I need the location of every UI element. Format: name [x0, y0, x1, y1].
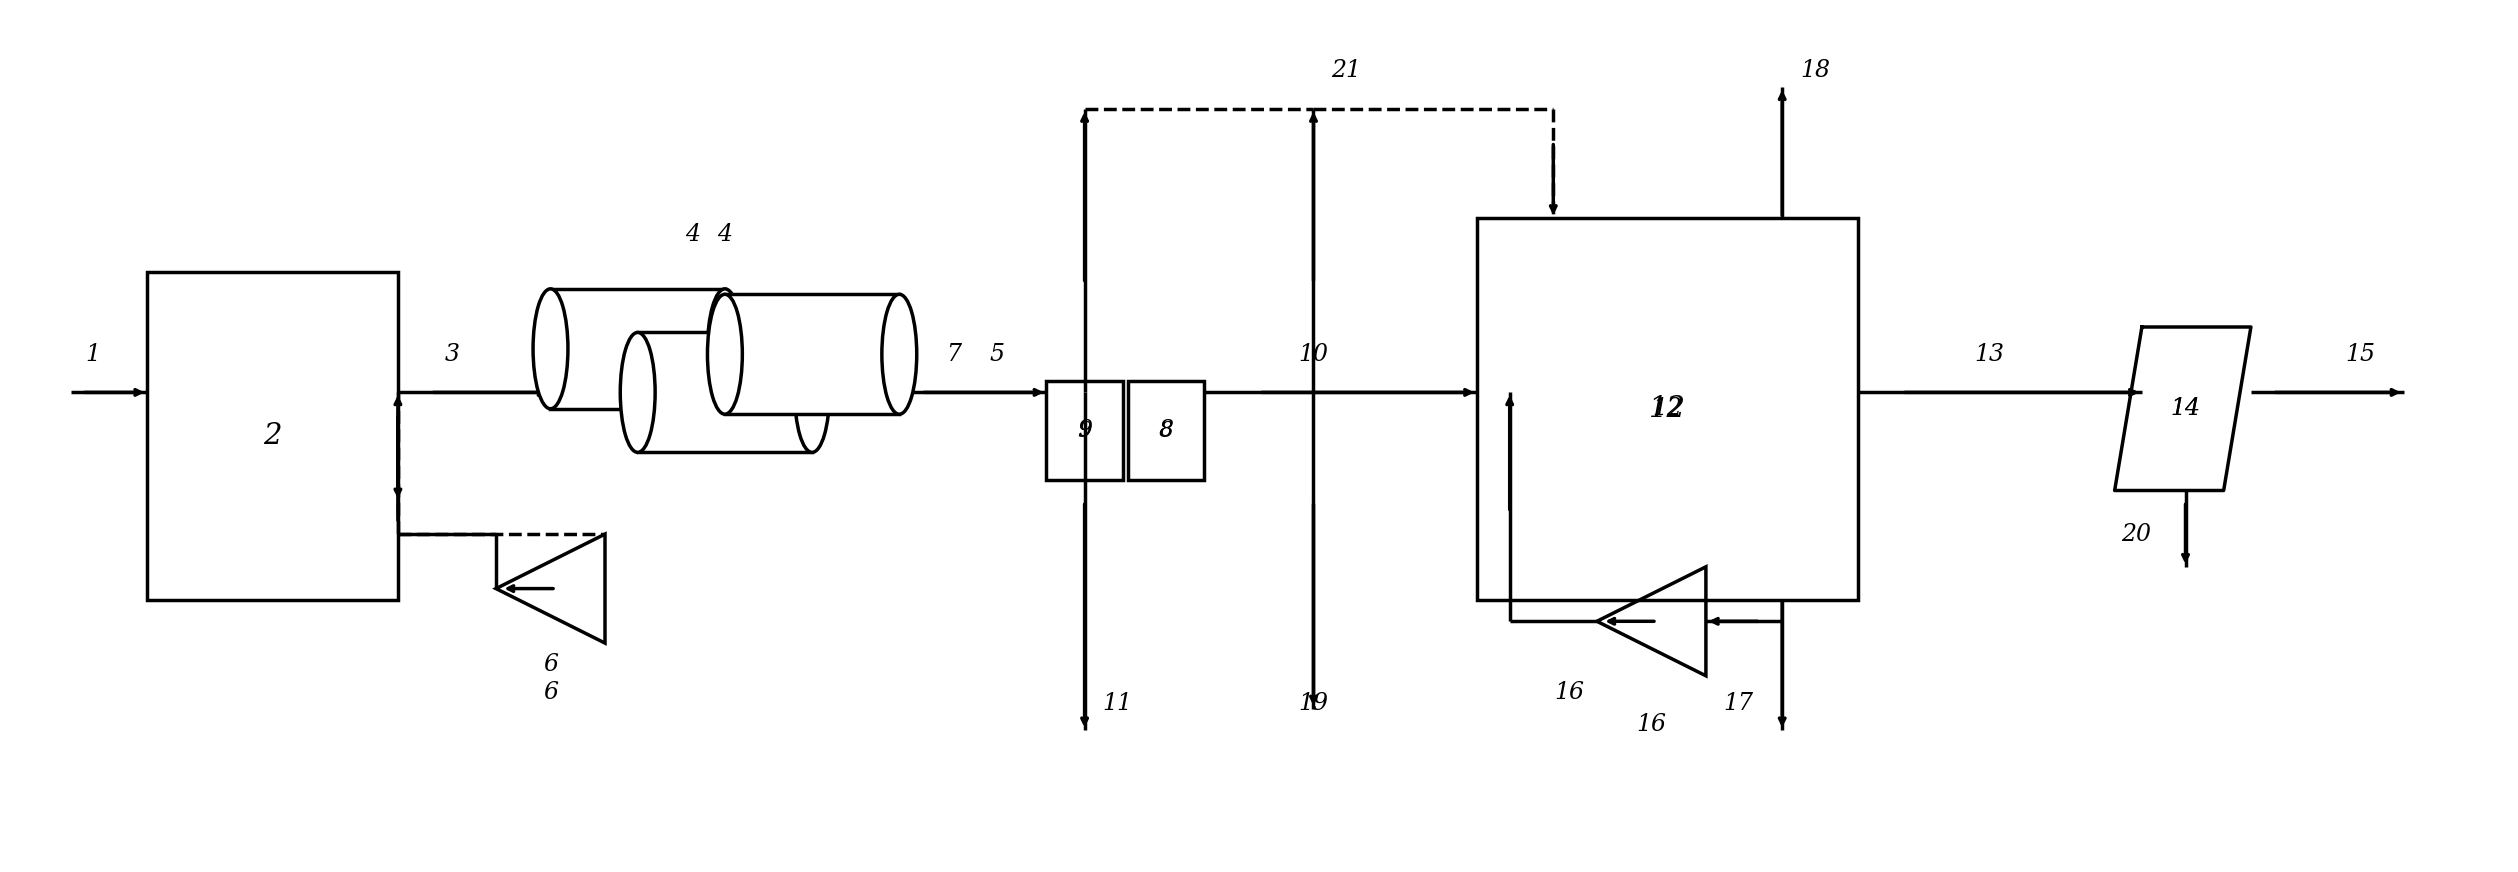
Text: 8: 8 [1161, 421, 1173, 440]
Ellipse shape [796, 332, 828, 453]
Text: 6: 6 [544, 681, 559, 704]
Text: 20: 20 [2123, 522, 2150, 546]
Text: 14: 14 [2171, 398, 2201, 420]
Bar [1128, 382, 1204, 480]
Bar [1047, 382, 1123, 480]
Text: 5: 5 [990, 343, 1005, 365]
Text: 17: 17 [1725, 691, 1753, 714]
Text: 9: 9 [1078, 419, 1093, 442]
Ellipse shape [534, 289, 569, 409]
Text: 1: 1 [86, 343, 101, 365]
Bar [551, 289, 725, 409]
Bar [637, 332, 813, 453]
Text: 8: 8 [1158, 419, 1173, 442]
Text: 19: 19 [1299, 691, 1330, 714]
Ellipse shape [881, 294, 917, 414]
Text: 7: 7 [947, 343, 962, 365]
Text: 6: 6 [544, 653, 559, 677]
Text: 11: 11 [1103, 691, 1133, 714]
Text: 12: 12 [1649, 395, 1687, 423]
Text: 12: 12 [1652, 398, 1682, 420]
Ellipse shape [708, 289, 743, 409]
Text: 14: 14 [2171, 398, 2201, 420]
Bar [146, 272, 398, 600]
Text: 3: 3 [446, 343, 461, 365]
Text: 4: 4 [718, 223, 733, 246]
Ellipse shape [708, 294, 743, 414]
Text: 9: 9 [1078, 421, 1090, 440]
Text: 21: 21 [1332, 59, 1362, 82]
Text: 15: 15 [2344, 343, 2374, 365]
Text: 2: 2 [264, 422, 282, 450]
Bar [725, 294, 899, 414]
Text: 16: 16 [1637, 713, 1667, 736]
Text: 18: 18 [1800, 59, 1831, 82]
Ellipse shape [619, 332, 655, 453]
Bar [1478, 218, 1858, 600]
Text: 10: 10 [1299, 343, 1330, 365]
Text: 13: 13 [1974, 343, 2004, 365]
Text: 4: 4 [685, 223, 700, 246]
Text: 16: 16 [1554, 681, 1584, 704]
